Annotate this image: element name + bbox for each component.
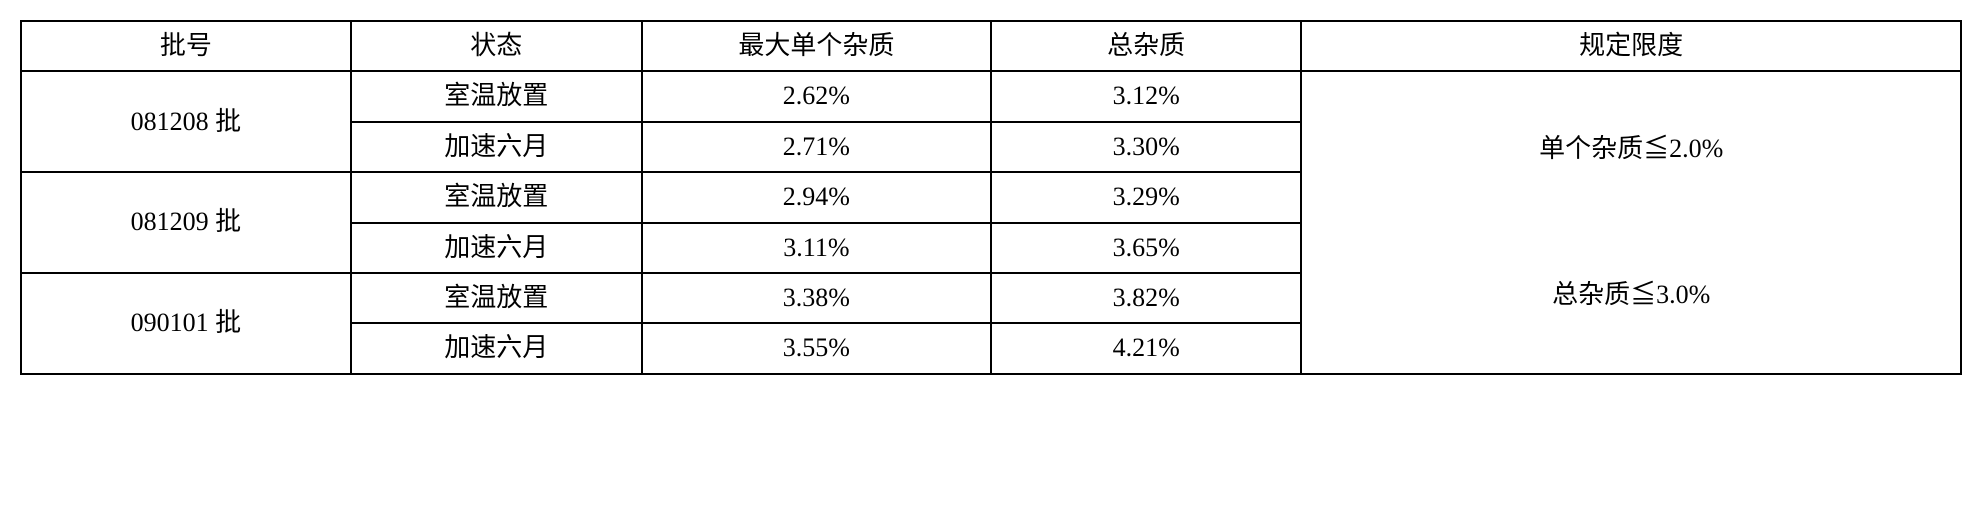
impurity-table: 批号 状态 最大单个杂质 总杂质 规定限度 081208 批 室温放置 2.62… — [20, 20, 1962, 375]
batch-name-cell: 090101 批 — [21, 273, 351, 374]
header-max-single: 最大单个杂质 — [642, 21, 991, 71]
max-single-cell: 3.38% — [642, 273, 991, 323]
state-cell: 室温放置 — [351, 71, 642, 121]
total-cell: 3.29% — [991, 172, 1301, 222]
max-single-cell: 2.71% — [642, 122, 991, 172]
state-cell: 加速六月 — [351, 223, 642, 273]
total-cell: 3.65% — [991, 223, 1301, 273]
batch-name-cell: 081209 批 — [21, 172, 351, 273]
state-cell: 室温放置 — [351, 172, 642, 222]
header-total: 总杂质 — [991, 21, 1301, 71]
table-header-row: 批号 状态 最大单个杂质 总杂质 规定限度 — [21, 21, 1961, 71]
limit-line-2: 总杂质≦3.0% — [1310, 259, 1952, 332]
max-single-cell: 3.55% — [642, 323, 991, 373]
state-cell: 加速六月 — [351, 122, 642, 172]
max-single-cell: 2.94% — [642, 172, 991, 222]
total-cell: 3.12% — [991, 71, 1301, 121]
limits-cell: 单个杂质≦2.0% 总杂质≦3.0% — [1301, 71, 1961, 373]
state-cell: 加速六月 — [351, 323, 642, 373]
total-cell: 4.21% — [991, 323, 1301, 373]
header-limits: 规定限度 — [1301, 21, 1961, 71]
state-cell: 室温放置 — [351, 273, 642, 323]
table-row: 081208 批 室温放置 2.62% 3.12% 单个杂质≦2.0% 总杂质≦… — [21, 71, 1961, 121]
max-single-cell: 2.62% — [642, 71, 991, 121]
total-cell: 3.82% — [991, 273, 1301, 323]
header-state: 状态 — [351, 21, 642, 71]
batch-name-cell: 081208 批 — [21, 71, 351, 172]
max-single-cell: 3.11% — [642, 223, 991, 273]
header-batch: 批号 — [21, 21, 351, 71]
limit-line-1: 单个杂质≦2.0% — [1310, 113, 1952, 186]
total-cell: 3.30% — [991, 122, 1301, 172]
